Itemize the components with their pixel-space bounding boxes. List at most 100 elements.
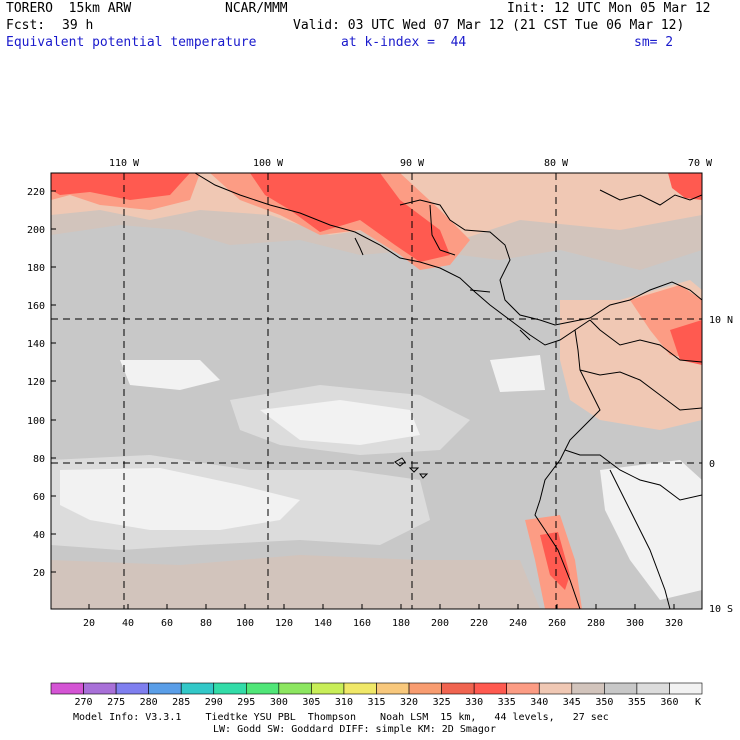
colorbar-label: 310 <box>335 697 353 708</box>
colorbar-label: 355 <box>628 697 646 708</box>
colorbar <box>50 682 703 695</box>
field-band-330-east <box>670 320 702 365</box>
colorbar-swatch <box>571 682 605 695</box>
colorbar-swatch <box>604 682 638 695</box>
colorbar-label: 345 <box>563 697 581 708</box>
x-tick-label: 240 <box>509 618 527 629</box>
colorbar-swatch <box>669 682 703 695</box>
colorbar-swatch <box>506 682 540 695</box>
y-tick-label: 100 <box>27 416 45 427</box>
model-info-line2: LW: Godd SW: Goddard DIFF: simple KM: 2D… <box>213 724 496 735</box>
field-band-360-central <box>260 400 420 445</box>
coastlines <box>194 173 702 609</box>
colorbar-label: 290 <box>205 697 223 708</box>
x-tick-label: 320 <box>665 618 683 629</box>
colorbar-label: 295 <box>237 697 255 708</box>
colorbar-label: 315 <box>367 697 385 708</box>
x-tick-label: 160 <box>353 618 371 629</box>
colorbar-label: 320 <box>400 697 418 708</box>
x-tick-label: 260 <box>548 618 566 629</box>
caribbean-islands-outline <box>599 189 702 206</box>
colorbar-swatch <box>83 682 117 695</box>
x-tick-label: 120 <box>275 618 293 629</box>
field-title: Equivalent potential temperature <box>6 35 257 50</box>
y-tick-label: 140 <box>27 339 45 350</box>
y-tick-label: 80 <box>33 454 45 465</box>
y-tick-label: 60 <box>33 492 45 503</box>
pacific-coast-central-america <box>194 173 591 346</box>
lat-label-10n: 10 N <box>709 315 733 326</box>
colorbar-swatch <box>115 682 149 695</box>
field-band-360-ocean <box>490 355 545 392</box>
y-tick-label: 40 <box>33 530 45 541</box>
field-band-330-ne <box>668 173 702 200</box>
colorbar-labels: 270 275 280 285 290 295 300 305 310 315 320 325 330 3… <box>75 697 679 708</box>
colorbar-label: 275 <box>107 697 125 708</box>
colorbar-label: 300 <box>270 697 288 708</box>
colorbar-swatch <box>636 682 670 695</box>
x-tick-label: 200 <box>431 618 449 629</box>
border-colombia-venezuela <box>589 319 702 363</box>
colorbar-swatch <box>538 682 573 695</box>
colorbar-label: 335 <box>498 697 516 708</box>
colorbar-label: 350 <box>595 697 613 708</box>
y-tick-label: 200 <box>27 225 45 236</box>
init-time: Init: 12 UTC Mon 05 Mar 12 <box>507 1 711 16</box>
x-tick-label: 60 <box>161 618 173 629</box>
smoothing-info: sm= 2 <box>634 35 674 50</box>
x-tick-label: 220 <box>470 618 488 629</box>
colorbar-swatch <box>213 682 247 695</box>
level-info: at k-index = 44 <box>341 35 467 50</box>
x-tick-label: 80 <box>200 618 212 629</box>
lon-label-70w: 70 W <box>688 158 713 169</box>
valid-time: Valid: 03 UTC Wed 07 Mar 12 (21 CST Tue … <box>293 18 685 33</box>
galapagos-islands <box>394 457 429 479</box>
field-band-360-south <box>60 468 300 530</box>
colorbar-label: 305 <box>302 697 320 708</box>
axis-ticks <box>51 190 675 609</box>
lat-label-0: 0 <box>709 459 715 470</box>
lon-label-110w: 110 W <box>109 158 140 169</box>
colorbar-swatch <box>180 682 215 695</box>
colorbar-label: 325 <box>433 697 451 708</box>
border-ecuador-peru <box>564 449 702 501</box>
colorbar-label: 340 <box>530 697 548 708</box>
colorbar-label: 280 <box>140 697 158 708</box>
y-tick-label: 180 <box>27 263 45 274</box>
colorbar-label: 360 <box>660 697 678 708</box>
x-tick-label: 280 <box>587 618 605 629</box>
model-info-line1: Model Info: V3.3.1 Tiedtke YSU PBL Thomp… <box>73 712 609 723</box>
x-tick-label: 20 <box>83 618 95 629</box>
colorbar-swatch <box>473 682 507 695</box>
colorbar-label: 285 <box>172 697 190 708</box>
forecast-label: Fcst: <box>6 18 46 33</box>
y-tick-label: 120 <box>27 377 45 388</box>
field-band-360-west <box>120 360 220 390</box>
x-tick-label: 100 <box>236 618 254 629</box>
colorbar-swatch <box>343 682 377 695</box>
x-tick-label: 300 <box>626 618 644 629</box>
center-name: NCAR/MMM <box>225 1 288 16</box>
colorbar-swatch <box>148 682 182 695</box>
lake-nicaragua-outline <box>354 237 364 256</box>
lat-label-10s: 10 S <box>709 604 733 615</box>
national-borders-ca <box>429 204 531 341</box>
y-tick-label: 160 <box>27 301 45 312</box>
colorbar-swatch <box>278 682 312 695</box>
x-tick-label: 180 <box>392 618 410 629</box>
border-colombia-brazil <box>579 369 702 411</box>
y-tick-label: 220 <box>27 187 45 198</box>
map-frame <box>50 172 703 610</box>
lon-label-100w: 100 W <box>253 158 284 169</box>
south-america-west-coast <box>534 329 601 609</box>
field-band-360-se <box>600 460 702 600</box>
graticule <box>51 173 702 609</box>
colorbar-swatch <box>311 682 345 695</box>
field-band-330-central <box>250 173 450 262</box>
colorbar-swatch <box>50 682 84 695</box>
x-tick-label: 140 <box>314 618 332 629</box>
colorbar-swatch <box>376 682 410 695</box>
colorbar-swatch <box>246 682 280 695</box>
colorbar-swatch <box>441 682 475 695</box>
